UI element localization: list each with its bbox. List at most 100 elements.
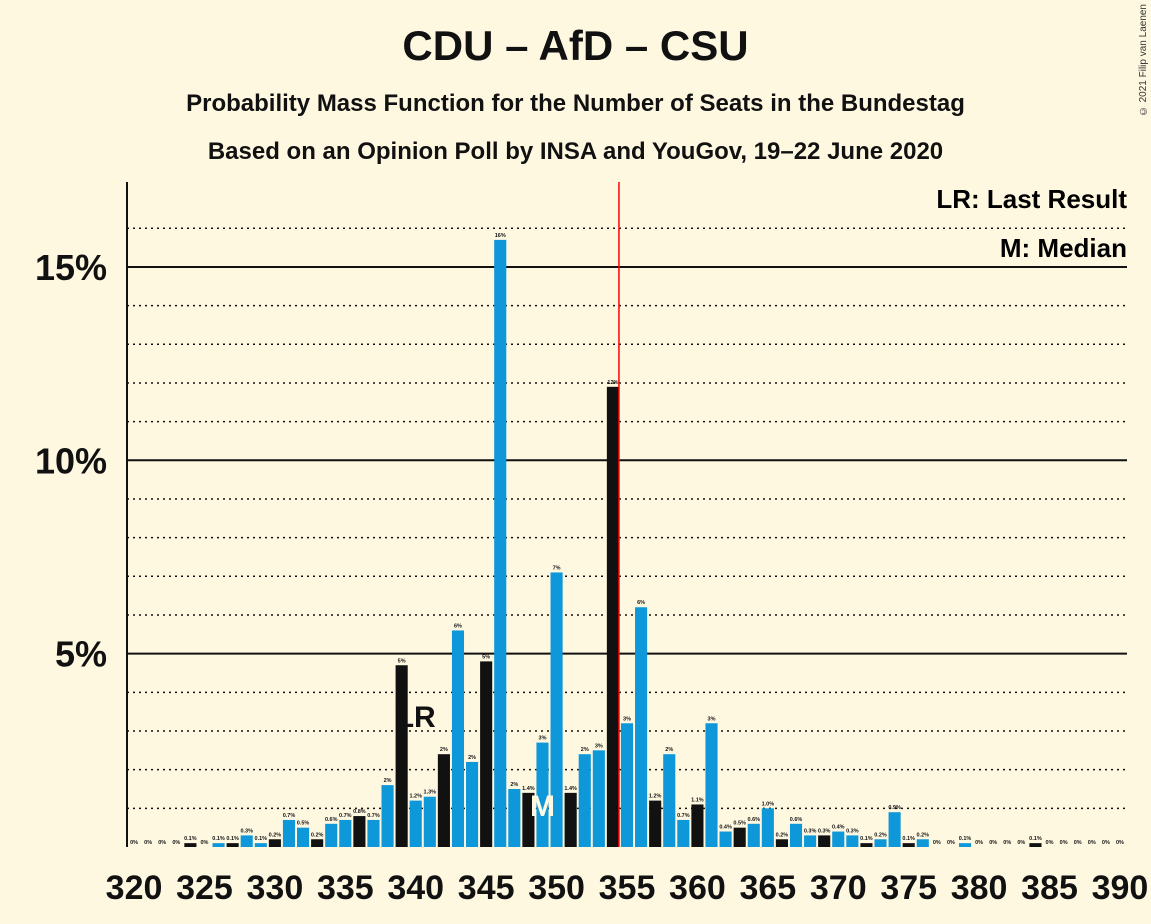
bar-seat-351 (564, 792, 577, 847)
bar-seat-340 (409, 800, 422, 847)
x-tick-label: 385 (1021, 869, 1078, 907)
bar-label-355: 3% (623, 716, 631, 722)
chart-subtitle-2: Based on an Opinion Poll by INSA and You… (207, 138, 944, 165)
bar-seat-354 (606, 386, 619, 847)
bar-label-343: 6% (454, 623, 462, 629)
bar-label-322: 0% (158, 840, 166, 846)
bar-label-386: 0% (1060, 840, 1068, 846)
bar-seat-329 (254, 843, 267, 847)
bar-seat-366 (775, 839, 788, 847)
bar-seat-336 (353, 816, 366, 847)
x-tick-label: 365 (739, 869, 796, 907)
legend-last-result: LR: Last Result (936, 184, 1127, 214)
bar-seat-333 (311, 839, 324, 847)
bar-seat-355 (620, 723, 634, 847)
bar-label-324: 0.1% (184, 836, 197, 842)
bar-label-346: 16% (495, 233, 506, 239)
bar-seat-373 (874, 839, 887, 847)
bar-label-353: 3% (595, 743, 603, 749)
x-tick-label: 360 (669, 869, 726, 907)
bar-seat-350 (550, 572, 563, 847)
bar-seat-326 (212, 843, 225, 847)
bar-seat-367 (789, 823, 803, 847)
bar-seat-330 (268, 839, 281, 847)
bar-labels: 0% 0% 0% 0%0.1%0%0.1% 0.1%0.3%0.1%0.2%0.7%0.… (130, 182, 1124, 847)
bar-label-367: 0.6% (790, 817, 803, 823)
bar-seat-374 (888, 812, 901, 847)
chart-subtitle-1: Probability Mass Function for the Number… (186, 90, 965, 117)
bar-label-320: 0% (130, 840, 138, 846)
bar-label-344: 2% (468, 755, 476, 761)
bar-seat-348 (522, 792, 535, 847)
x-tick-label: 340 (387, 869, 444, 907)
bar-seat-338 (381, 785, 394, 847)
bar-label-382: 0% (1003, 840, 1011, 846)
bar-label-349: 3% (539, 736, 547, 742)
x-tick-label: 380 (951, 869, 1008, 907)
bar-label-345: 5% (482, 654, 490, 660)
bar-seat-344 (466, 761, 479, 847)
bar-seat-331 (282, 819, 296, 847)
x-tick-label: 325 (176, 869, 233, 907)
bar-label-359: 0.7% (677, 813, 690, 819)
bar-label-368: 0.3% (804, 828, 817, 834)
bar-seat-332 (297, 827, 310, 847)
bar-label-378: 0% (947, 840, 955, 846)
x-tick-label: 355 (599, 869, 656, 907)
legend-median: M: Median (1000, 233, 1127, 263)
x-tick-label: 350 (528, 869, 585, 907)
bar-seat-376 (916, 839, 929, 847)
bar-label-371: 0.3% (846, 828, 859, 834)
bar-seat-375 (902, 843, 915, 847)
bar-label-384: 0.1% (1029, 836, 1042, 842)
bar-seat-369 (818, 835, 831, 847)
bar-label-356: 6% (637, 600, 645, 606)
bar-seat-362 (719, 831, 732, 847)
bar-label-375: 0.1% (902, 836, 915, 842)
bar-label-347: 2% (510, 782, 518, 788)
bar-label-348: 1.4% (522, 786, 535, 792)
bar-label-390: 0% (1116, 840, 1124, 846)
x-tick-label: 390 (1092, 869, 1149, 907)
bar-seat-346 (494, 239, 507, 848)
bar-seat-335 (339, 819, 352, 847)
median-marker: M (530, 790, 555, 823)
bar-label-376: 0.2% (917, 832, 930, 838)
bar-seat-341 (423, 796, 436, 847)
bar-seat-384 (1029, 843, 1042, 847)
bar-label-373: 0.2% (874, 832, 887, 838)
bar-label-383: 0% (1017, 840, 1025, 846)
bar-label-366: 0.2% (776, 832, 789, 838)
bar-label-372: 0.1% (860, 836, 873, 842)
chart-title: CDU – AfD – CSU (402, 22, 749, 69)
bar-seat-360 (691, 804, 704, 847)
bar-label-377: 0% (933, 840, 941, 846)
bar-label-365: 1.0% (762, 801, 775, 807)
bar-label-326: 0.1% (212, 836, 225, 842)
bar-label-364: 0.6% (747, 817, 760, 823)
x-tick-label: 320 (106, 869, 163, 907)
bar-label-360: 1.1% (691, 797, 704, 803)
bar-seat-356 (635, 607, 648, 847)
y-tick-label: 15% (35, 247, 107, 288)
x-tick-label: 330 (247, 869, 304, 907)
bar-label-333: 0.2% (311, 832, 324, 838)
bar-seat-357 (649, 800, 662, 847)
bar-label-323: 0% (172, 840, 180, 846)
bar-seat-337 (367, 819, 380, 847)
bar-label-325: 0% (200, 840, 208, 846)
bar-seat-343 (451, 630, 465, 847)
bar-label-380: 0% (975, 840, 983, 846)
bar-seat-342 (437, 754, 450, 847)
bar-seat-371 (846, 835, 859, 847)
bar-label-354: 12% (607, 380, 618, 386)
bar-label-342: 2% (440, 747, 448, 753)
x-tick-label: 335 (317, 869, 374, 907)
bar-seat-359 (677, 819, 690, 847)
bar-seat-379 (958, 843, 972, 847)
bar-seat-345 (480, 661, 493, 847)
bars (184, 239, 1042, 848)
bar-label-340: 1.2% (409, 794, 422, 800)
bar-label-337: 0.7% (367, 813, 380, 819)
bar-label-389: 0% (1102, 840, 1110, 846)
